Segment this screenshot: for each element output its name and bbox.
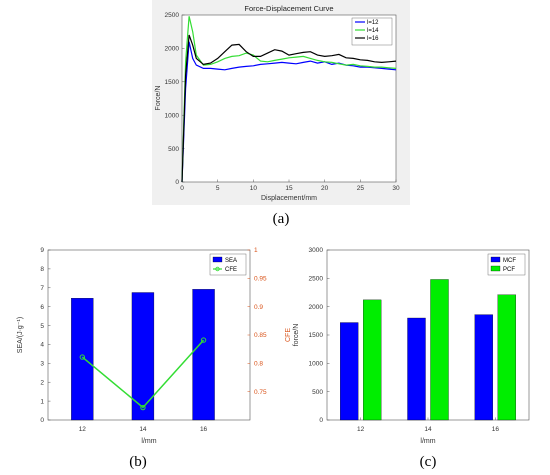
y-tick-label: 5 bbox=[40, 323, 44, 330]
y-tick-label: 1 bbox=[40, 398, 44, 405]
legend-entry: MCF bbox=[503, 258, 516, 264]
panel-a: 0 5 10 15 20 25 30 0 500 1000 1500 2000 2500 Force-D… bbox=[152, 0, 410, 227]
x-tick-label: 12 bbox=[79, 426, 87, 433]
y2-tick-label: 1 bbox=[254, 247, 258, 254]
mcf-bar bbox=[340, 322, 359, 421]
cfe-marker bbox=[140, 404, 146, 411]
sea-bar bbox=[192, 289, 215, 421]
y2-tick-label: 0.95 bbox=[254, 276, 267, 283]
x-tick-label: 5 bbox=[216, 185, 220, 192]
x-tick-label: 16 bbox=[492, 426, 500, 433]
y-tick-label: 1000 bbox=[165, 112, 180, 119]
legend-entry: CFE bbox=[225, 267, 237, 273]
x-tick-label: 14 bbox=[139, 426, 147, 433]
panel-a-ylabel: Force/N bbox=[155, 86, 162, 111]
y-tick-label: 3000 bbox=[309, 247, 324, 254]
panel-b-line bbox=[79, 337, 207, 411]
y-tick-label: 500 bbox=[312, 389, 323, 396]
series-line-l=16 bbox=[181, 34, 397, 183]
y-tick-label: 3 bbox=[40, 361, 44, 368]
panel-c-xlabel: l/mm bbox=[420, 438, 435, 445]
y-tick-label: 0 bbox=[319, 417, 323, 424]
y2-tick-label: 0.85 bbox=[254, 332, 267, 339]
y-tick-label: 0 bbox=[40, 417, 44, 424]
y-tick-label: 0 bbox=[175, 179, 179, 186]
y-tick-label: 8 bbox=[40, 266, 44, 273]
panel-a-legend: l=12 l=14 l=16 bbox=[351, 17, 393, 46]
panel-a-title: Force-Displacement Curve bbox=[244, 4, 333, 13]
panel-label-b: (b) bbox=[129, 454, 147, 470]
panel-b-xlabel: l/mm bbox=[141, 438, 156, 445]
y-tick-label: 2500 bbox=[309, 276, 324, 283]
legend-swatch bbox=[212, 256, 223, 263]
pcf-bar bbox=[430, 279, 449, 421]
sea-bar bbox=[131, 292, 155, 421]
cfe-marker bbox=[200, 337, 207, 343]
pcf-bar bbox=[363, 299, 382, 421]
panel-b-ylabel: SEA/(J·g⁻¹) bbox=[17, 317, 24, 353]
y-tick-label: 500 bbox=[168, 146, 179, 153]
panel-label-a: (a) bbox=[273, 211, 290, 227]
x-tick-label: 12 bbox=[357, 426, 365, 433]
y2-tick-label: 0.9 bbox=[254, 304, 263, 311]
x-tick-label: 10 bbox=[250, 185, 258, 192]
cfe-line bbox=[81, 339, 205, 409]
panel-b-bars bbox=[71, 289, 215, 421]
y-tick-label: 2000 bbox=[309, 304, 324, 311]
y-tick-label: 6 bbox=[40, 304, 44, 311]
y-tick-label: 4 bbox=[40, 342, 44, 349]
y-tick-label: 7 bbox=[40, 285, 44, 292]
panel-c-axes bbox=[326, 249, 530, 421]
legend-swatch bbox=[490, 265, 501, 272]
legend-entry: SEA bbox=[225, 258, 237, 264]
legend-entry: l=14 bbox=[367, 28, 379, 34]
legend-entry: l=12 bbox=[367, 20, 379, 26]
y-tick-label: 1500 bbox=[165, 79, 180, 86]
legend-swatch bbox=[490, 256, 501, 263]
y2-tick-label: 0.8 bbox=[254, 361, 263, 368]
x-tick-label: 20 bbox=[321, 185, 329, 192]
legend-entry: l=16 bbox=[367, 36, 379, 42]
panel-c-ticks: 0 500 1000 1500 2000 2500 3000 12 14 16 bbox=[309, 247, 500, 433]
x-tick-label: 25 bbox=[357, 185, 365, 192]
y-tick-label: 1500 bbox=[309, 332, 324, 339]
panel-label-c: (c) bbox=[420, 454, 437, 470]
panel-b-legend: SEA CFE bbox=[209, 253, 247, 276]
panel-a-ticks: 0 5 10 15 20 25 30 0 500 1000 1500 2000 2500 bbox=[165, 12, 400, 192]
legend-entry: PCF bbox=[503, 267, 515, 273]
y-tick-label: 2500 bbox=[165, 12, 180, 19]
y-tick-label: 2000 bbox=[165, 46, 180, 53]
x-tick-label: 15 bbox=[285, 185, 293, 192]
y-tick-label: 2 bbox=[40, 379, 44, 386]
panel-c-legend: MCF PCF bbox=[487, 253, 526, 276]
panel-b-y2label: CFE bbox=[285, 328, 292, 342]
x-tick-label: 30 bbox=[392, 185, 400, 192]
panel-a-lines bbox=[181, 16, 397, 183]
y-tick-label: 9 bbox=[40, 247, 44, 254]
legend-marker bbox=[215, 266, 220, 272]
y2-tick-label: 0.75 bbox=[254, 389, 267, 396]
x-tick-label: 14 bbox=[424, 426, 432, 433]
panel-a-xlabel: Displacement/mm bbox=[261, 195, 317, 202]
panel-c-ylabel: force/N bbox=[293, 324, 300, 347]
mcf-bar bbox=[407, 317, 426, 421]
x-tick-label: 0 bbox=[180, 185, 184, 192]
pcf-bar bbox=[497, 294, 516, 421]
panel-c: 0 500 1000 1500 2000 2500 3000 12 14 16 l/mm forc… bbox=[293, 247, 530, 470]
series-line-l=12 bbox=[181, 41, 397, 183]
mcf-bar bbox=[474, 314, 493, 421]
series-line-l=14 bbox=[181, 16, 397, 183]
cfe-marker bbox=[79, 354, 86, 360]
y-tick-label: 1000 bbox=[309, 361, 324, 368]
x-tick-label: 16 bbox=[200, 426, 208, 433]
panel-c-bars bbox=[340, 279, 516, 421]
